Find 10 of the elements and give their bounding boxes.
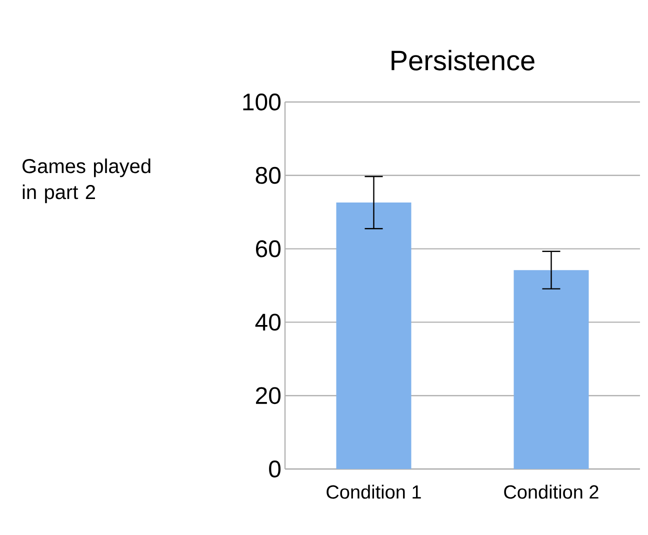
y-axis-title: Games played in part 2 [22,158,150,204]
y-tick-label: 100 [243,94,281,110]
y-tick-label: 0 [269,460,281,478]
chart-title: Persistence [392,50,534,70]
x-tick-label: Condition 1 [326,484,421,499]
y-tick-label: 40 [255,314,281,331]
y-tick-label: 20 [256,387,281,404]
y-tick-label: 80 [256,166,281,184]
y-tick-label: 60 [256,240,281,258]
x-tick-label: Condition 2 [504,484,598,499]
